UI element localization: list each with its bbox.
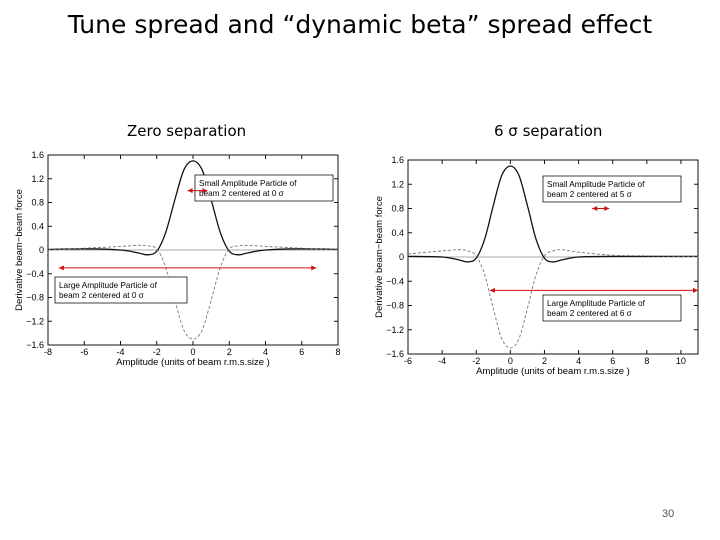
annotation-text: beam 2 centered at 0 σ (199, 189, 284, 198)
y-tick-label: 0 (399, 252, 404, 262)
y-tick-label: 0.8 (31, 198, 44, 208)
y-tick-label: −0.8 (26, 293, 44, 303)
y-tick-label: 0.4 (31, 221, 44, 231)
caption-six-sigma-separation: 6 σ separation (494, 122, 603, 140)
y-tick-label: −0.4 (26, 269, 44, 279)
x-tick-label: 6 (610, 356, 615, 366)
annotation-text: beam 2 centered at 5 σ (547, 190, 632, 199)
annotation-text: Small Amplitude Particle of (199, 179, 297, 188)
y-axis-label: Derivative beam−beam force (14, 189, 25, 311)
annotation-text: beam 2 centered at 6 σ (547, 309, 632, 318)
caption-zero-separation: Zero separation (127, 122, 247, 140)
y-tick-label: 1.2 (31, 174, 44, 184)
y-tick-label: 0.8 (391, 204, 404, 214)
x-tick-label: -4 (116, 347, 124, 357)
annotation-box (194, 174, 334, 202)
y-tick-label: −1.2 (26, 316, 44, 326)
x-tick-label: 2 (227, 347, 232, 357)
arrow-head-left (592, 206, 598, 211)
y-tick-label: 0 (39, 245, 44, 255)
x-tick-label: 2 (542, 356, 547, 366)
x-tick-label: -6 (80, 347, 88, 357)
solid-series-line (47, 160, 339, 256)
x-tick-label: 8 (335, 347, 340, 357)
y-tick-label: 1.2 (391, 179, 404, 189)
y-axis-label: Derivative beam−beam force (375, 196, 385, 318)
arrow-head-right (311, 265, 317, 271)
annotation-box (54, 276, 188, 304)
annotation-text: Small Amplitude Particle of (547, 180, 645, 189)
annotation-text: beam 2 centered at 0 σ (59, 291, 144, 300)
dashed-series-line (407, 249, 699, 349)
arrow-head-left (187, 188, 193, 194)
y-tick-label: −1.6 (386, 349, 404, 359)
arrow-head-left (58, 265, 64, 271)
x-tick-label: -2 (153, 347, 161, 357)
x-tick-label: 6 (299, 347, 304, 357)
arrow-head-right (202, 188, 208, 194)
chart-six-sigma-separation: -6 -4 -2 0 2 4 6 8 10 1.6 1.2 0.8 0.4 0 −0.4 −0.8 −1.2 −1… (375, 155, 699, 377)
y-tick-label: −0.4 (386, 276, 404, 286)
solid-series-line (407, 165, 698, 263)
annotation-text: Large Amplitude Particle of (547, 299, 646, 308)
y-tick-label: −1.6 (26, 340, 44, 350)
annotation-box (542, 294, 682, 322)
y-tick-label: 0.4 (391, 228, 404, 238)
x-axis-label: Amplitude (units of beam r.m.s.size ) (476, 366, 630, 377)
y-tick-label: −0.8 (386, 301, 404, 311)
slide-title: Tune spread and “dynamic beta” spread ef… (67, 10, 653, 39)
x-tick-label: -6 (404, 356, 412, 366)
annotation-box (542, 175, 682, 203)
x-tick-label: 10 (676, 356, 686, 366)
x-tick-label: -8 (44, 347, 52, 357)
x-axis-label: Amplitude (units of beam r.m.s.size ) (116, 357, 270, 368)
x-tick-label: -2 (472, 356, 480, 366)
chart-zero-separation: -8 -6 -4 -2 0 2 4 6 8 1.6 1.2 0.8 0.4 0 −0.4 −0.8 −1.2 −1… (14, 150, 341, 368)
annotation-text: Large Amplitude Particle of (59, 281, 158, 290)
x-tick-label: 8 (644, 356, 649, 366)
x-tick-label: 4 (576, 356, 581, 366)
page-number: 30 (662, 508, 675, 520)
y-tick-label: −1.2 (386, 325, 404, 335)
x-tick-label: 4 (263, 347, 268, 357)
x-tick-label: 0 (190, 347, 195, 357)
x-tick-label: -4 (438, 356, 446, 366)
dashed-series-line (47, 244, 339, 340)
arrow-head-left (489, 287, 495, 293)
arrow-head-right (604, 206, 610, 211)
arrow-head-right (693, 287, 698, 293)
y-tick-label: 1.6 (391, 155, 404, 165)
x-tick-label: 0 (508, 356, 513, 366)
y-tick-label: 1.6 (31, 150, 44, 160)
